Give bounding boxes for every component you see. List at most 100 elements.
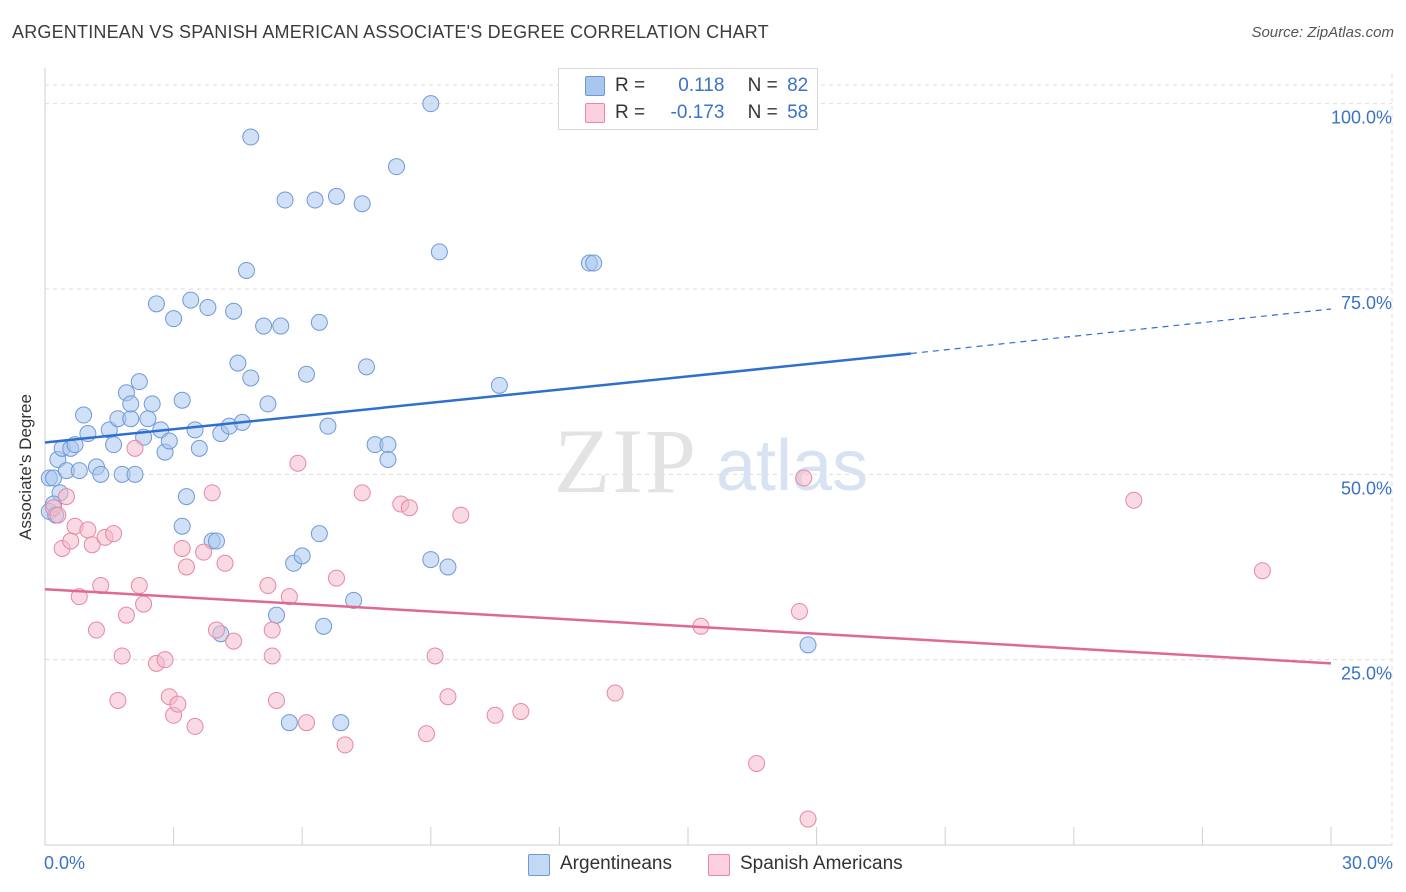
data-point-argentinean bbox=[293, 547, 311, 565]
data-point-spanish-american bbox=[225, 632, 243, 650]
data-point-spanish-american bbox=[62, 532, 80, 550]
data-point-spanish-american bbox=[289, 454, 307, 472]
n-label: N = bbox=[747, 102, 778, 123]
data-point-spanish-american bbox=[126, 439, 144, 457]
data-point-spanish-american bbox=[49, 506, 67, 524]
stats-legend: R = 0.118 N = 82 R = -0.173 N = 58 bbox=[558, 68, 818, 130]
data-point-argentinean bbox=[306, 191, 324, 209]
data-point-argentinean bbox=[139, 410, 157, 428]
data-point-argentinean bbox=[345, 591, 363, 609]
watermark-atlas: atlas bbox=[716, 426, 868, 506]
legend-stats-text: R = -0.173 N = 58 bbox=[615, 102, 808, 124]
data-point-spanish-american bbox=[512, 703, 530, 721]
data-point-argentinean bbox=[280, 714, 298, 732]
data-point-argentinean bbox=[422, 551, 440, 569]
data-point-argentinean bbox=[126, 465, 144, 483]
data-point-argentinean bbox=[490, 376, 508, 394]
data-point-spanish-american bbox=[795, 469, 813, 487]
series-argentineans bbox=[40, 95, 817, 732]
data-point-spanish-american bbox=[203, 484, 221, 502]
r-label: R = bbox=[615, 75, 646, 96]
data-point-argentinean bbox=[255, 317, 273, 335]
data-point-spanish-american bbox=[87, 621, 105, 639]
n-label: N = bbox=[747, 75, 778, 96]
axes bbox=[44, 68, 1392, 846]
trend-line-argentineans-extension bbox=[910, 308, 1332, 355]
data-point-argentinean bbox=[143, 395, 161, 413]
n-value: 82 bbox=[787, 75, 809, 96]
data-point-spanish-american bbox=[105, 525, 123, 543]
x-tick-label: 0.0% bbox=[44, 853, 85, 873]
data-point-spanish-american bbox=[336, 736, 354, 754]
data-point-spanish-american bbox=[353, 484, 371, 502]
data-points bbox=[40, 95, 1271, 828]
data-point-argentinean bbox=[75, 406, 93, 424]
legend-swatch-blue bbox=[528, 854, 550, 876]
watermark: ZIP atlas bbox=[554, 410, 868, 512]
data-point-argentinean bbox=[327, 187, 345, 205]
data-point-spanish-american bbox=[207, 621, 225, 639]
data-point-spanish-american bbox=[263, 621, 281, 639]
data-point-spanish-american bbox=[418, 725, 436, 743]
data-point-spanish-american bbox=[259, 577, 277, 595]
data-point-argentinean bbox=[92, 465, 110, 483]
data-point-spanish-american bbox=[606, 684, 624, 702]
data-point-argentinean bbox=[379, 436, 397, 454]
data-point-argentinean bbox=[276, 191, 294, 209]
data-point-argentinean bbox=[190, 439, 208, 457]
data-point-argentinean bbox=[147, 295, 165, 313]
data-point-argentinean bbox=[388, 158, 406, 176]
y-tick-label: 75.0% bbox=[1341, 293, 1392, 313]
data-point-argentinean bbox=[160, 432, 178, 450]
data-point-spanish-american bbox=[117, 606, 135, 624]
data-point-argentinean bbox=[242, 128, 260, 146]
data-point-argentinean bbox=[319, 417, 337, 435]
data-point-spanish-american bbox=[426, 647, 444, 665]
data-point-spanish-american bbox=[186, 717, 204, 735]
data-point-spanish-american bbox=[748, 754, 766, 772]
data-point-argentinean bbox=[259, 395, 277, 413]
data-point-spanish-american bbox=[452, 506, 470, 524]
data-point-argentinean bbox=[105, 436, 123, 454]
data-point-argentinean bbox=[225, 302, 243, 320]
data-point-argentinean bbox=[173, 517, 191, 535]
data-point-spanish-american bbox=[173, 539, 191, 557]
data-point-argentinean bbox=[122, 395, 140, 413]
data-point-argentinean bbox=[186, 421, 204, 439]
data-point-spanish-american bbox=[799, 810, 817, 828]
trend-line-spanish-americans bbox=[44, 587, 1332, 665]
data-point-argentinean bbox=[310, 525, 328, 543]
data-point-argentinean bbox=[310, 313, 328, 331]
data-point-spanish-american bbox=[169, 695, 187, 713]
x-tick-label: 30.0% bbox=[1342, 853, 1393, 873]
series-spanish-americans bbox=[45, 439, 1271, 828]
n-value: 58 bbox=[787, 102, 809, 123]
data-point-argentinean bbox=[358, 358, 375, 376]
data-point-spanish-american bbox=[790, 602, 808, 620]
data-point-argentinean bbox=[297, 365, 315, 383]
legend-swatch-pink bbox=[708, 854, 730, 876]
data-point-argentinean bbox=[430, 243, 448, 261]
data-point-argentinean bbox=[237, 261, 255, 279]
data-point-spanish-american bbox=[439, 688, 457, 706]
r-value: -0.173 bbox=[670, 102, 725, 123]
data-point-argentinean bbox=[315, 617, 333, 635]
data-point-argentinean bbox=[130, 373, 148, 391]
trend-line-argentineans bbox=[44, 352, 912, 444]
data-point-argentinean bbox=[173, 391, 191, 409]
data-point-argentinean bbox=[242, 369, 260, 387]
data-point-argentinean bbox=[439, 558, 457, 576]
data-point-argentinean bbox=[229, 354, 247, 372]
data-point-argentinean bbox=[207, 532, 225, 550]
data-point-spanish-american bbox=[216, 554, 234, 572]
legend-label: Spanish Americans bbox=[740, 853, 903, 874]
data-point-argentinean bbox=[799, 636, 817, 654]
data-point-spanish-american bbox=[1253, 562, 1271, 580]
data-point-spanish-american bbox=[83, 536, 101, 554]
data-point-argentinean bbox=[379, 451, 397, 468]
data-point-spanish-american bbox=[327, 569, 345, 587]
data-point-argentinean bbox=[199, 299, 217, 317]
y-tick-label: 50.0% bbox=[1341, 478, 1392, 498]
data-point-spanish-american bbox=[280, 588, 298, 606]
